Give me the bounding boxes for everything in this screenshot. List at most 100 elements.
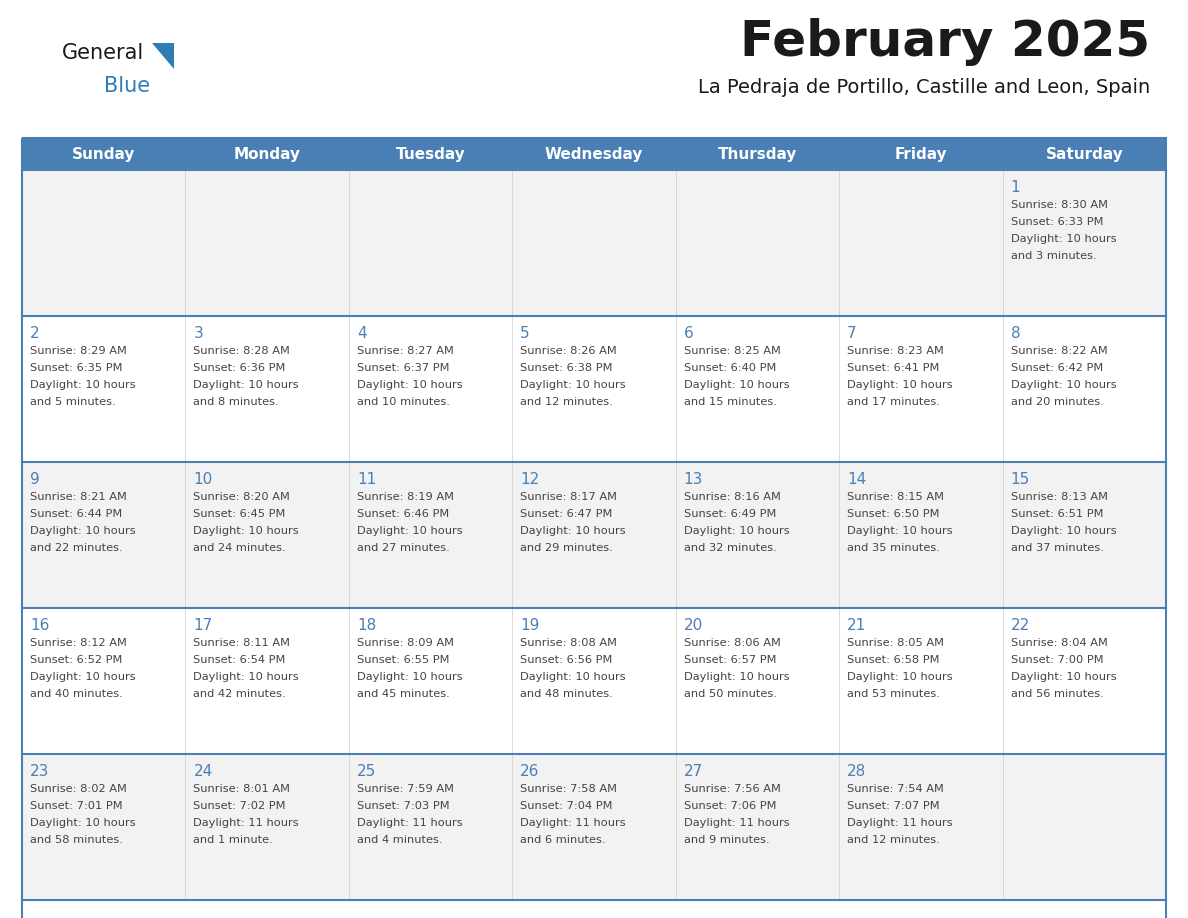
Text: 1: 1 xyxy=(1011,180,1020,195)
Text: Sunset: 6:49 PM: Sunset: 6:49 PM xyxy=(684,509,776,519)
Text: Sunset: 6:38 PM: Sunset: 6:38 PM xyxy=(520,363,613,373)
Text: Sunrise: 8:29 AM: Sunrise: 8:29 AM xyxy=(30,346,127,356)
Text: 2: 2 xyxy=(30,326,39,341)
Text: Sunset: 6:54 PM: Sunset: 6:54 PM xyxy=(194,655,286,665)
Text: 25: 25 xyxy=(356,764,377,779)
Text: and 32 minutes.: and 32 minutes. xyxy=(684,543,777,553)
Text: Sunset: 6:36 PM: Sunset: 6:36 PM xyxy=(194,363,286,373)
Text: Daylight: 10 hours: Daylight: 10 hours xyxy=(520,526,626,536)
Text: 4: 4 xyxy=(356,326,366,341)
Text: Sunrise: 8:22 AM: Sunrise: 8:22 AM xyxy=(1011,346,1107,356)
Text: Daylight: 10 hours: Daylight: 10 hours xyxy=(30,526,135,536)
Text: General: General xyxy=(62,43,144,63)
Text: Sunrise: 8:21 AM: Sunrise: 8:21 AM xyxy=(30,492,127,502)
Bar xyxy=(23,462,1165,608)
Text: and 3 minutes.: and 3 minutes. xyxy=(1011,251,1097,261)
Text: Sunset: 6:55 PM: Sunset: 6:55 PM xyxy=(356,655,449,665)
Text: Sunset: 6:58 PM: Sunset: 6:58 PM xyxy=(847,655,940,665)
Text: Sunset: 7:07 PM: Sunset: 7:07 PM xyxy=(847,801,940,811)
Text: 14: 14 xyxy=(847,472,866,487)
Text: Sunset: 6:35 PM: Sunset: 6:35 PM xyxy=(30,363,122,373)
Text: and 48 minutes.: and 48 minutes. xyxy=(520,689,613,699)
Text: Sunrise: 8:04 AM: Sunrise: 8:04 AM xyxy=(1011,638,1107,648)
Text: Tuesday: Tuesday xyxy=(396,147,466,162)
Text: Sunrise: 8:20 AM: Sunrise: 8:20 AM xyxy=(194,492,290,502)
Text: 21: 21 xyxy=(847,618,866,633)
Text: and 35 minutes.: and 35 minutes. xyxy=(847,543,940,553)
Text: Blue: Blue xyxy=(105,76,150,96)
Text: and 6 minutes.: and 6 minutes. xyxy=(520,835,606,845)
Bar xyxy=(23,608,1165,754)
Bar xyxy=(23,754,1165,900)
Text: 28: 28 xyxy=(847,764,866,779)
Text: 16: 16 xyxy=(30,618,50,633)
Text: Sunset: 7:04 PM: Sunset: 7:04 PM xyxy=(520,801,613,811)
Text: Sunset: 6:56 PM: Sunset: 6:56 PM xyxy=(520,655,613,665)
Text: 11: 11 xyxy=(356,472,377,487)
Text: Sunrise: 8:27 AM: Sunrise: 8:27 AM xyxy=(356,346,454,356)
Text: and 50 minutes.: and 50 minutes. xyxy=(684,689,777,699)
Text: 26: 26 xyxy=(520,764,539,779)
Text: Sunset: 7:02 PM: Sunset: 7:02 PM xyxy=(194,801,286,811)
Text: Sunrise: 8:09 AM: Sunrise: 8:09 AM xyxy=(356,638,454,648)
Text: Sunset: 6:51 PM: Sunset: 6:51 PM xyxy=(1011,509,1104,519)
Text: and 40 minutes.: and 40 minutes. xyxy=(30,689,122,699)
Text: Daylight: 10 hours: Daylight: 10 hours xyxy=(847,380,953,390)
Text: Sunday: Sunday xyxy=(72,147,135,162)
Text: 12: 12 xyxy=(520,472,539,487)
Text: and 56 minutes.: and 56 minutes. xyxy=(1011,689,1104,699)
Text: and 9 minutes.: and 9 minutes. xyxy=(684,835,770,845)
Text: Sunset: 6:57 PM: Sunset: 6:57 PM xyxy=(684,655,776,665)
Text: Daylight: 10 hours: Daylight: 10 hours xyxy=(684,672,789,682)
Bar xyxy=(23,170,1165,316)
Text: Daylight: 10 hours: Daylight: 10 hours xyxy=(520,672,626,682)
Text: Sunrise: 7:58 AM: Sunrise: 7:58 AM xyxy=(520,784,618,794)
Text: Sunrise: 8:23 AM: Sunrise: 8:23 AM xyxy=(847,346,944,356)
Text: Daylight: 11 hours: Daylight: 11 hours xyxy=(356,818,462,828)
Text: Daylight: 11 hours: Daylight: 11 hours xyxy=(194,818,299,828)
Text: Daylight: 10 hours: Daylight: 10 hours xyxy=(1011,526,1117,536)
Text: Sunset: 6:40 PM: Sunset: 6:40 PM xyxy=(684,363,776,373)
Text: 3: 3 xyxy=(194,326,203,341)
Text: 20: 20 xyxy=(684,618,703,633)
Text: 19: 19 xyxy=(520,618,539,633)
Text: and 37 minutes.: and 37 minutes. xyxy=(1011,543,1104,553)
Text: and 17 minutes.: and 17 minutes. xyxy=(847,397,940,407)
Text: Daylight: 10 hours: Daylight: 10 hours xyxy=(356,526,462,536)
Text: 13: 13 xyxy=(684,472,703,487)
Text: Sunrise: 8:08 AM: Sunrise: 8:08 AM xyxy=(520,638,618,648)
Text: Sunrise: 8:28 AM: Sunrise: 8:28 AM xyxy=(194,346,290,356)
Text: Sunrise: 8:02 AM: Sunrise: 8:02 AM xyxy=(30,784,127,794)
Text: Sunrise: 7:54 AM: Sunrise: 7:54 AM xyxy=(847,784,944,794)
Text: Sunset: 7:01 PM: Sunset: 7:01 PM xyxy=(30,801,122,811)
Text: Wednesday: Wednesday xyxy=(545,147,643,162)
Text: Daylight: 10 hours: Daylight: 10 hours xyxy=(30,672,135,682)
Text: Sunset: 6:47 PM: Sunset: 6:47 PM xyxy=(520,509,613,519)
Text: February 2025: February 2025 xyxy=(740,18,1150,66)
Text: Daylight: 10 hours: Daylight: 10 hours xyxy=(1011,234,1117,244)
Text: Daylight: 11 hours: Daylight: 11 hours xyxy=(847,818,953,828)
Text: 27: 27 xyxy=(684,764,703,779)
Bar xyxy=(23,316,1165,462)
Text: 23: 23 xyxy=(30,764,50,779)
Text: Daylight: 10 hours: Daylight: 10 hours xyxy=(356,672,462,682)
Text: Daylight: 10 hours: Daylight: 10 hours xyxy=(194,526,299,536)
Text: Thursday: Thursday xyxy=(718,147,797,162)
Text: and 58 minutes.: and 58 minutes. xyxy=(30,835,122,845)
Text: Daylight: 10 hours: Daylight: 10 hours xyxy=(356,380,462,390)
Text: and 22 minutes.: and 22 minutes. xyxy=(30,543,122,553)
Text: Daylight: 10 hours: Daylight: 10 hours xyxy=(30,380,135,390)
Text: Daylight: 10 hours: Daylight: 10 hours xyxy=(520,380,626,390)
Text: Monday: Monday xyxy=(234,147,301,162)
Text: Sunrise: 8:15 AM: Sunrise: 8:15 AM xyxy=(847,492,944,502)
Text: and 45 minutes.: and 45 minutes. xyxy=(356,689,449,699)
Text: and 27 minutes.: and 27 minutes. xyxy=(356,543,449,553)
Text: Daylight: 10 hours: Daylight: 10 hours xyxy=(847,526,953,536)
Text: 10: 10 xyxy=(194,472,213,487)
Text: 22: 22 xyxy=(1011,618,1030,633)
Text: Sunset: 6:42 PM: Sunset: 6:42 PM xyxy=(1011,363,1102,373)
Text: and 15 minutes.: and 15 minutes. xyxy=(684,397,777,407)
Text: Daylight: 10 hours: Daylight: 10 hours xyxy=(30,818,135,828)
Text: 5: 5 xyxy=(520,326,530,341)
Text: Sunset: 6:33 PM: Sunset: 6:33 PM xyxy=(1011,217,1104,227)
